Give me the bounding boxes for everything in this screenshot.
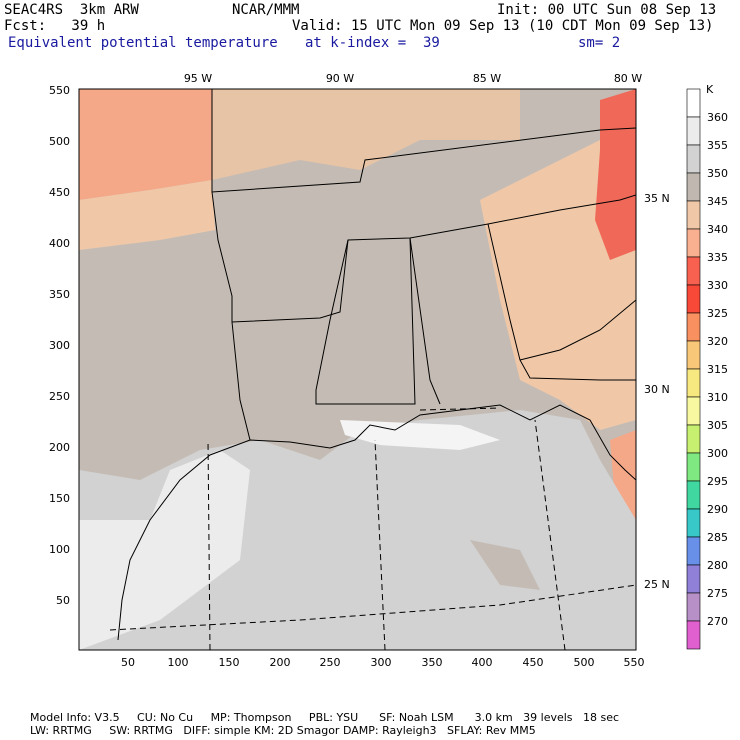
legend-level-label: 330 [707, 279, 728, 292]
x-tick-label: 150 [219, 656, 240, 669]
y-tick-label: 300 [49, 339, 70, 352]
legend-level-label: 315 [707, 363, 728, 376]
legend-level-label: 280 [707, 559, 728, 572]
y-tick-label: 100 [49, 543, 70, 556]
legend-swatch [686, 340, 701, 370]
legend-swatch [686, 312, 701, 342]
x-tick-label: 550 [624, 656, 645, 669]
legend-swatch [686, 200, 701, 230]
lon-label: 80 W [614, 72, 642, 85]
x-tick-label: 50 [121, 656, 135, 669]
init-time: Init: 00 UTC Sun 08 Sep 13 [497, 2, 717, 18]
y-tick-label: 150 [49, 492, 70, 505]
x-tick-label: 100 [168, 656, 189, 669]
legend-swatch [686, 368, 701, 398]
legend-swatch [686, 424, 701, 454]
state-boundaries [211, 89, 637, 441]
legend-swatch [686, 508, 701, 538]
legend-swatch [686, 144, 701, 174]
legend-level-label: 360 [707, 111, 728, 124]
footer-model-info: Model Info: V3.5 CU: No Cu MP: Thompson … [30, 711, 620, 724]
legend-swatch [686, 564, 701, 594]
footer-physics-info: LW: RRTMG SW: RRTMG DIFF: simple KM: 2D … [30, 724, 536, 737]
longitude-labels: 95 W 90 W 85 W 80 W [184, 72, 642, 85]
legend-swatch [686, 172, 701, 202]
forecast-hour: Fcst: 39 h [4, 18, 106, 34]
x-tick-label: 350 [422, 656, 443, 669]
legend-level-label: 350 [707, 167, 728, 180]
y-tick-label: 50 [56, 594, 70, 607]
legend-level-label: 310 [707, 391, 728, 404]
lat-label: 25 N [644, 578, 670, 591]
legend-swatch [686, 480, 701, 510]
plot-frame [78, 88, 637, 651]
smoothing-info: sm= 2 [578, 35, 621, 51]
legend-level-label: 345 [707, 195, 728, 208]
y-tick-label: 200 [49, 441, 70, 454]
legend-level-label: 285 [707, 531, 728, 544]
x-tick-label: 500 [574, 656, 595, 669]
lon-label: 95 W [184, 72, 212, 85]
y-tick-label: 500 [49, 135, 70, 148]
level-info: at k-index = 39 [305, 35, 440, 51]
legend-level-label: 295 [707, 475, 728, 488]
legend-swatch [686, 256, 701, 286]
x-tick-label: 400 [472, 656, 493, 669]
lon-label: 85 W [473, 72, 501, 85]
legend-swatch [686, 620, 701, 650]
y-tick-label: 250 [49, 390, 70, 403]
color-legend: K 360 355 350 345 340 335 330 325 320 315 310 305 30… [686, 83, 728, 650]
legend-level-label: 335 [707, 251, 728, 264]
lat-label: 35 N [644, 192, 670, 205]
x-tick-label: 300 [371, 656, 392, 669]
y-tick-label: 400 [49, 237, 70, 250]
y-tick-label: 550 [49, 84, 70, 97]
legend-level-label: 290 [707, 503, 728, 516]
x-tick-label: 450 [523, 656, 544, 669]
latitude-labels: 35 N 30 N 25 N [644, 192, 670, 591]
y-axis-ticks: 50 100 150 200 250 300 350 400 450 500 5… [49, 84, 70, 607]
legend-swatch [686, 116, 701, 146]
x-tick-label: 250 [320, 656, 341, 669]
legend-level-label: 275 [707, 587, 728, 600]
legend-level-label: 340 [707, 223, 728, 236]
legend-swatch [686, 536, 701, 566]
legend-swatch [686, 284, 701, 314]
legend-swatch [686, 452, 701, 482]
organization: NCAR/MMM [232, 2, 300, 18]
legend-swatch [686, 396, 701, 426]
legend-level-label: 305 [707, 419, 728, 432]
theta-e-field [79, 89, 636, 650]
valid-time: Valid: 15 UTC Mon 09 Sep 13 (10 CDT Mon … [292, 18, 714, 34]
projection-lines [109, 407, 637, 651]
legend-swatch [686, 592, 701, 622]
field-name: Equivalent potential temperature [8, 35, 278, 51]
model-name: SEAC4RS 3km ARW [4, 2, 139, 18]
x-axis-ticks: 50 100 150 200 250 300 350 400 450 500 5… [121, 656, 645, 669]
legend-level-label: 270 [707, 615, 728, 628]
legend-unit: K [706, 83, 714, 96]
legend-level-label: 325 [707, 307, 728, 320]
coastline [117, 404, 637, 641]
legend-swatch [686, 88, 701, 118]
legend-level-label: 355 [707, 139, 728, 152]
legend-level-label: 300 [707, 447, 728, 460]
legend-swatch [686, 228, 701, 258]
lat-label: 30 N [644, 383, 670, 396]
y-tick-label: 450 [49, 186, 70, 199]
x-tick-label: 200 [270, 656, 291, 669]
legend-level-label: 320 [707, 335, 728, 348]
lon-label: 90 W [326, 72, 354, 85]
y-tick-label: 350 [49, 288, 70, 301]
